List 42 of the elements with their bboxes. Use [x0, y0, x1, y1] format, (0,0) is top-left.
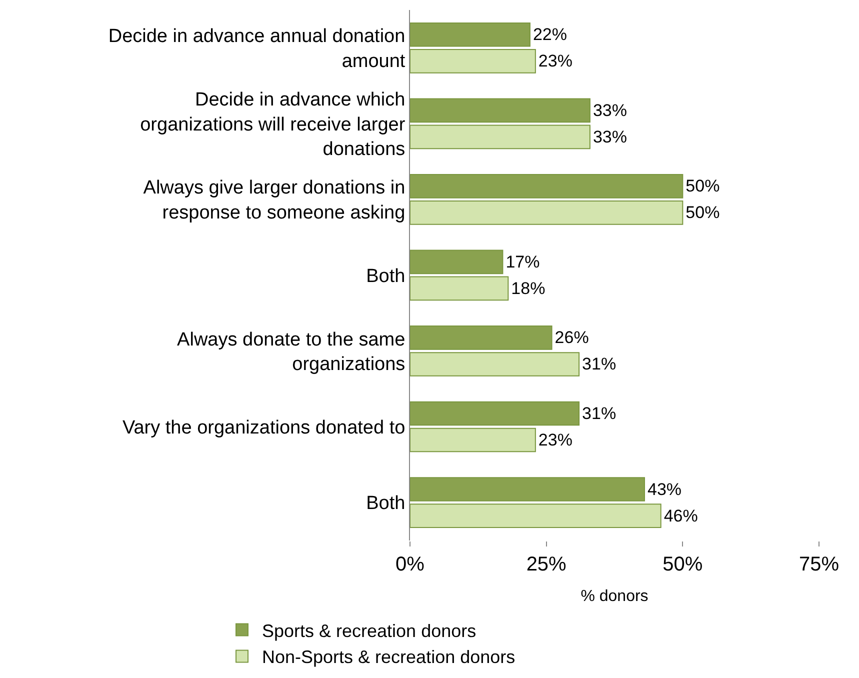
data-label: 43%	[647, 480, 682, 499]
legend-label: Sports & recreation donors	[262, 620, 476, 641]
bar	[410, 98, 590, 123]
data-label: 46%	[664, 506, 698, 526]
y-tick-label: Always donate to the same organizations	[177, 329, 406, 375]
x-tick-label: 50%	[662, 553, 703, 576]
bar	[410, 326, 552, 350]
data-label: 33%	[592, 127, 627, 146]
data-label: 31%	[582, 404, 616, 423]
bar	[410, 401, 580, 426]
data-label: 23%	[538, 52, 572, 71]
bar	[410, 200, 684, 225]
data-label: 50%	[686, 176, 720, 196]
bar	[410, 428, 536, 452]
x-axis-title: % donors	[580, 588, 648, 606]
x-tick-label: 0%	[396, 553, 425, 576]
bar	[410, 352, 580, 376]
data-label: 50%	[686, 203, 720, 222]
data-label: 22%	[532, 25, 567, 44]
y-tick-label: Decide in advance which organizations will receive larger donations	[140, 90, 406, 160]
bar	[410, 504, 662, 528]
data-label: 18%	[511, 278, 546, 298]
bar	[410, 477, 645, 502]
bar	[410, 124, 590, 150]
x-tick-label: 75%	[798, 553, 840, 576]
data-label: 23%	[538, 430, 572, 450]
x-tick-label: 25%	[526, 553, 567, 576]
bar	[410, 48, 536, 74]
y-tick-label: Vary the organizations donated to	[122, 417, 406, 438]
y-tick-label: Both	[366, 493, 406, 514]
bar	[410, 276, 509, 301]
y-tick-label: Both	[366, 266, 406, 287]
bar	[410, 250, 504, 274]
bar	[410, 22, 530, 47]
data-label: 17%	[506, 252, 540, 272]
data-label: 33%	[592, 100, 627, 120]
data-label: 31%	[582, 354, 616, 374]
data-label: 26%	[554, 328, 589, 348]
bar	[410, 174, 684, 198]
y-tick-label: Always give larger donations in response to someone asking	[143, 178, 406, 224]
y-tick-label: Decide in advance annual donation amount	[108, 26, 406, 72]
legend-label: Non-Sports & recreation donors	[262, 647, 516, 668]
